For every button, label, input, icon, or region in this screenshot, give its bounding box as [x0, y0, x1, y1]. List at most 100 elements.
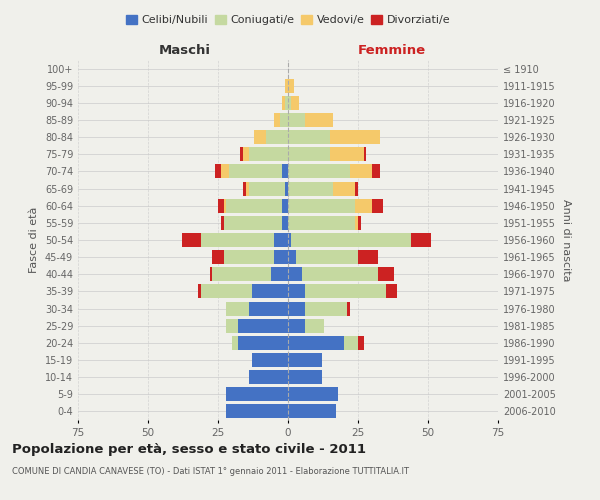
- Bar: [212, 250, 224, 264]
- Bar: [364, 148, 367, 162]
- Bar: [288, 302, 305, 316]
- Bar: [288, 96, 291, 110]
- Bar: [271, 268, 288, 281]
- Legend: Celibi/Nubili, Coniugati/e, Vedovi/e, Divorziati/e: Celibi/Nubili, Coniugati/e, Vedovi/e, Di…: [121, 10, 455, 29]
- Bar: [226, 302, 249, 316]
- Bar: [283, 164, 288, 178]
- Bar: [249, 182, 285, 196]
- Bar: [305, 302, 347, 316]
- Bar: [201, 284, 251, 298]
- Bar: [358, 216, 361, 230]
- Bar: [246, 182, 249, 196]
- Bar: [238, 336, 288, 350]
- Bar: [288, 318, 305, 332]
- Y-axis label: Fasce di età: Fasce di età: [29, 207, 39, 273]
- Bar: [288, 164, 350, 178]
- Bar: [288, 404, 335, 418]
- Bar: [355, 216, 358, 230]
- Bar: [358, 250, 377, 264]
- Bar: [333, 182, 355, 196]
- Bar: [285, 78, 288, 92]
- Bar: [288, 353, 322, 367]
- Bar: [288, 198, 355, 212]
- Bar: [291, 96, 299, 110]
- Bar: [215, 164, 221, 178]
- Bar: [344, 336, 358, 350]
- Bar: [386, 284, 397, 298]
- Bar: [350, 164, 372, 178]
- Bar: [238, 318, 288, 332]
- Bar: [280, 113, 288, 127]
- Bar: [377, 268, 394, 281]
- Bar: [254, 130, 266, 144]
- Bar: [243, 182, 246, 196]
- Bar: [224, 250, 274, 264]
- Bar: [305, 318, 325, 332]
- Bar: [288, 182, 333, 196]
- Bar: [249, 302, 288, 316]
- Bar: [288, 78, 293, 92]
- Text: Popolazione per età, sesso e stato civile - 2011: Popolazione per età, sesso e stato civil…: [12, 442, 366, 456]
- Bar: [358, 336, 364, 350]
- Bar: [209, 268, 212, 281]
- Bar: [199, 284, 201, 298]
- Bar: [249, 148, 288, 162]
- Bar: [226, 198, 283, 212]
- Bar: [288, 216, 355, 230]
- Bar: [182, 233, 201, 247]
- Bar: [305, 284, 386, 298]
- Bar: [288, 233, 291, 247]
- Bar: [226, 318, 238, 332]
- Bar: [411, 233, 431, 247]
- Bar: [296, 250, 358, 264]
- Bar: [212, 268, 271, 281]
- Bar: [285, 96, 288, 110]
- Bar: [285, 182, 288, 196]
- Bar: [347, 302, 350, 316]
- Bar: [201, 233, 274, 247]
- Bar: [221, 216, 224, 230]
- Bar: [302, 268, 377, 281]
- Bar: [288, 388, 338, 402]
- Bar: [251, 284, 288, 298]
- Bar: [249, 370, 288, 384]
- Bar: [224, 216, 283, 230]
- Bar: [355, 182, 358, 196]
- Bar: [266, 130, 288, 144]
- Bar: [372, 198, 383, 212]
- Bar: [288, 370, 322, 384]
- Text: COMUNE DI CANDIA CANAVESE (TO) - Dati ISTAT 1° gennaio 2011 - Elaborazione TUTTI: COMUNE DI CANDIA CANAVESE (TO) - Dati IS…: [12, 468, 409, 476]
- Bar: [288, 113, 305, 127]
- Bar: [283, 96, 285, 110]
- Bar: [218, 198, 224, 212]
- Bar: [251, 353, 288, 367]
- Text: Femmine: Femmine: [358, 44, 425, 57]
- Y-axis label: Anni di nascita: Anni di nascita: [561, 198, 571, 281]
- Bar: [274, 250, 288, 264]
- Bar: [226, 404, 288, 418]
- Bar: [372, 164, 380, 178]
- Bar: [232, 336, 238, 350]
- Bar: [221, 164, 229, 178]
- Bar: [274, 113, 280, 127]
- Bar: [291, 233, 411, 247]
- Text: Maschi: Maschi: [158, 44, 211, 57]
- Bar: [288, 130, 330, 144]
- Bar: [229, 164, 283, 178]
- Bar: [243, 148, 249, 162]
- Bar: [355, 198, 372, 212]
- Bar: [330, 130, 380, 144]
- Bar: [288, 336, 344, 350]
- Bar: [288, 250, 296, 264]
- Bar: [330, 148, 364, 162]
- Bar: [288, 268, 302, 281]
- Bar: [288, 284, 305, 298]
- Bar: [288, 148, 330, 162]
- Bar: [305, 113, 333, 127]
- Bar: [224, 198, 226, 212]
- Bar: [274, 233, 288, 247]
- Bar: [241, 148, 243, 162]
- Bar: [283, 216, 288, 230]
- Bar: [283, 198, 288, 212]
- Bar: [226, 388, 288, 402]
